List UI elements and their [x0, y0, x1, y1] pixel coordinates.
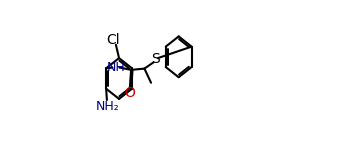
Text: O: O [124, 86, 135, 100]
Text: NH₂: NH₂ [96, 100, 120, 113]
Text: Cl: Cl [106, 33, 120, 47]
Text: S: S [151, 52, 160, 66]
Text: NH: NH [107, 61, 126, 74]
